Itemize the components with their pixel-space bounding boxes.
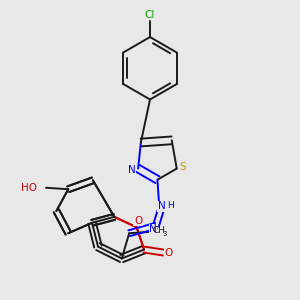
Text: H: H (167, 201, 174, 210)
Text: 3: 3 (163, 231, 167, 237)
Text: Cl: Cl (145, 10, 155, 20)
Text: CH: CH (153, 226, 166, 235)
Text: N: N (149, 224, 157, 234)
Text: HO: HO (21, 183, 37, 193)
Text: N: N (128, 165, 136, 175)
Text: O: O (165, 248, 173, 257)
Text: N: N (158, 202, 166, 212)
Text: S: S (179, 162, 186, 172)
Text: O: O (134, 216, 142, 226)
